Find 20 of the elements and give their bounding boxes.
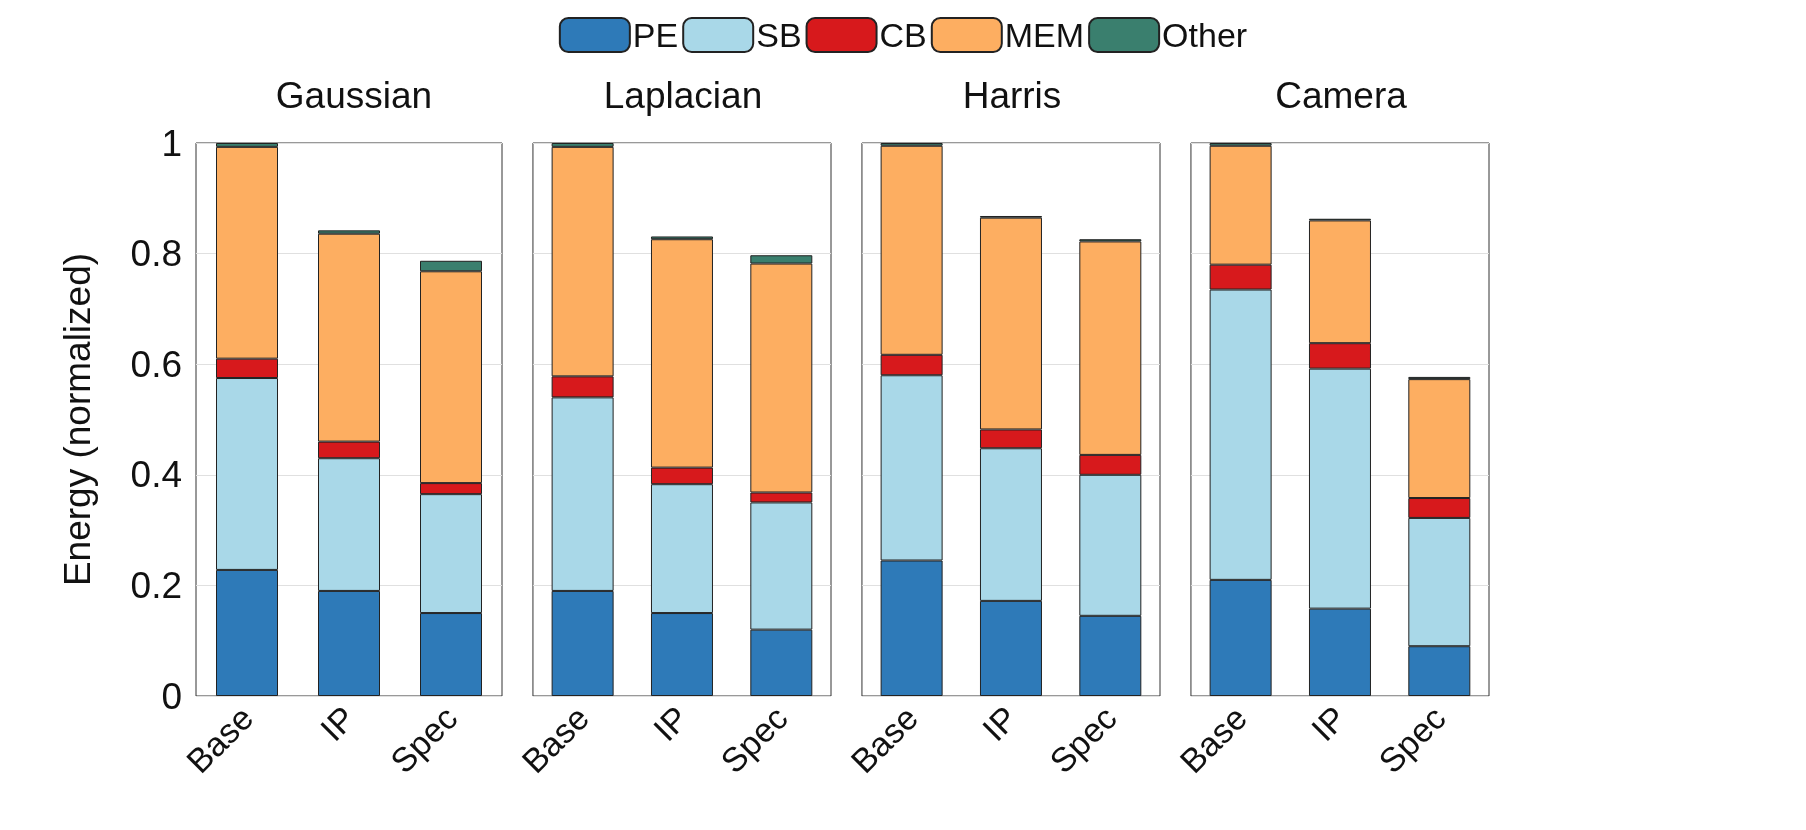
chart-title: Gaussian [275,75,433,116]
legend-label: PE [632,16,679,54]
y-tick-label: 0.8 [130,233,182,275]
legend-label: SB [756,16,802,54]
y-tick-label: 0.4 [130,454,182,496]
chart-title: Laplacian [603,75,763,116]
x-tick-label: IP [312,698,363,749]
legend-label: MEM [1004,16,1085,54]
chart-title: Harris [962,75,1062,116]
x-tick-label: IP [974,698,1025,749]
y-tick-label: 0.2 [130,564,182,606]
x-tick-label: IP [645,698,696,749]
legend-label: CB [879,16,927,54]
y-axis-title: Energy (normalized) [57,252,98,587]
legend-label: Other [1162,16,1248,54]
chart-title: Camera [1275,75,1408,116]
y-tick-label: 0 [161,675,182,717]
y-tick-label: 0.6 [130,343,182,385]
y-tick-label: 1 [161,122,182,164]
x-tick-label: IP [1303,698,1354,749]
